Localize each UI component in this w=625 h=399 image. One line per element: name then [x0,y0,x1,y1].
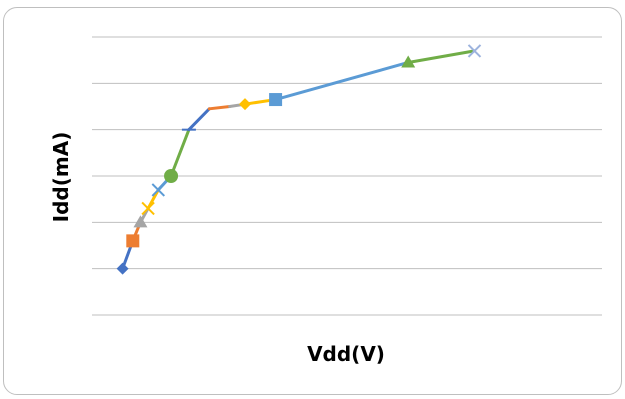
series-marker-5 [151,183,166,197]
series-line-8 [207,105,232,111]
series-line-11 [274,60,410,102]
chart-frame [3,7,622,395]
series-line-6 [169,128,191,178]
series-line-12 [406,49,476,64]
series-markers [116,44,482,275]
series-marker-12 [401,55,416,68]
y-axis-title: Idd(mA) [49,132,73,223]
series-marker-13 [467,44,482,58]
gridlines [92,36,602,316]
series-marker-1 [116,262,129,275]
series-marker-6 [164,169,179,183]
series-marker-2 [126,234,140,248]
series-marker-3 [133,215,148,228]
series-marker-10 [239,98,251,111]
series-line-7 [187,107,211,132]
series-marker-11 [269,93,283,107]
x-axis-title: Vdd(V) [307,342,385,366]
series-marker-4 [141,201,155,216]
